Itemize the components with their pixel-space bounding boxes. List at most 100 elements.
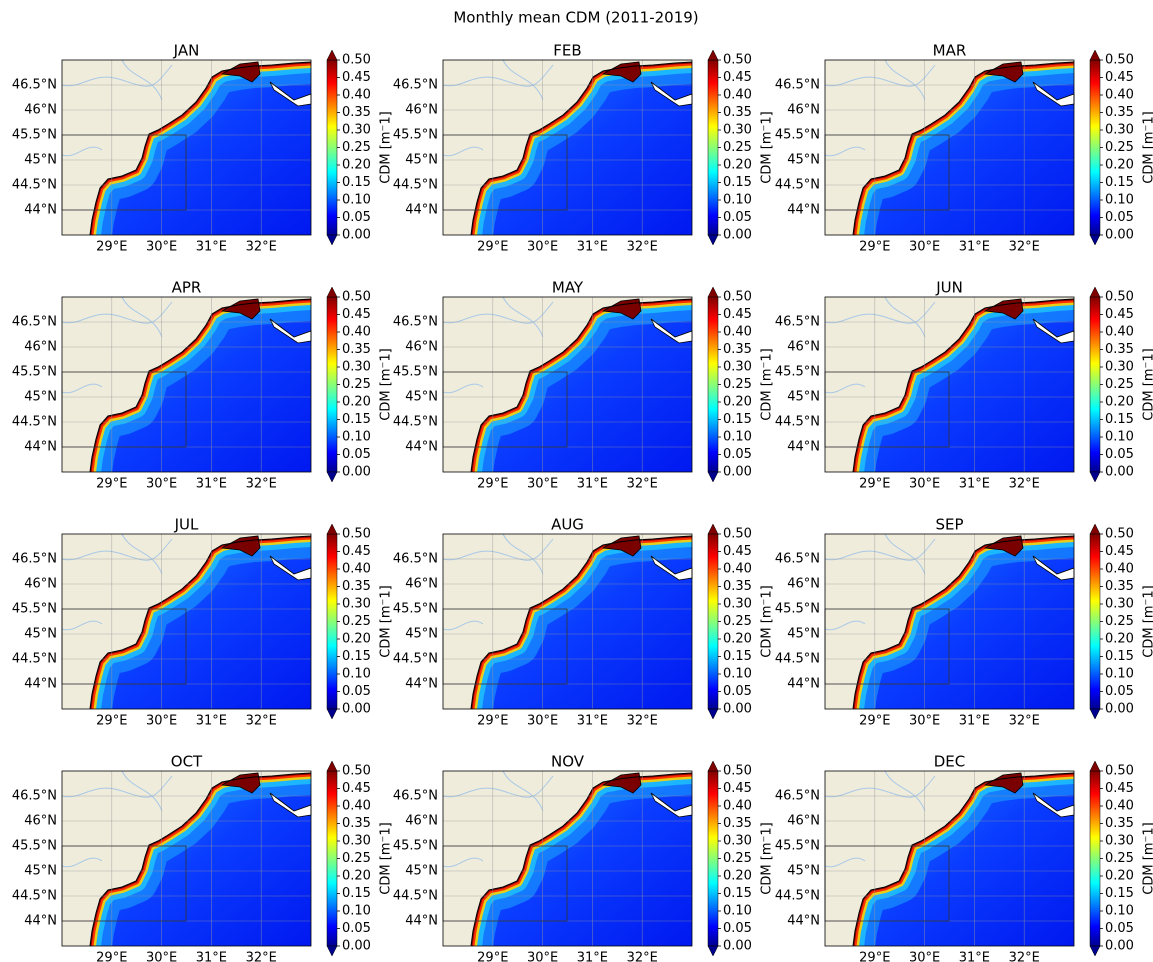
colorbar bbox=[707, 770, 719, 947]
y-tick-label: 44°N bbox=[24, 203, 57, 218]
y-tick-label: 45°N bbox=[405, 627, 438, 642]
map-frame bbox=[824, 533, 1075, 710]
x-tick-label: 32°E bbox=[1009, 951, 1040, 962]
y-tick-label: 45°N bbox=[24, 627, 57, 642]
colorbar-tick-label: 0.10 bbox=[342, 667, 371, 682]
colorbar-tick-label: 0.05 bbox=[723, 684, 752, 699]
estuary bbox=[220, 298, 261, 320]
colorbar-tick-label: 0.40 bbox=[1105, 799, 1134, 814]
colorbar-label: CDM [m⁻1] bbox=[760, 822, 775, 894]
colorbar-extend-min bbox=[1089, 234, 1101, 246]
coastline bbox=[470, 298, 693, 473]
river bbox=[61, 770, 173, 868]
x-tick-label: 30°E bbox=[527, 951, 558, 962]
x-tick-label: 32°E bbox=[246, 714, 277, 729]
colorbar-label: CDM [m⁻1] bbox=[760, 348, 775, 420]
estuary bbox=[601, 61, 642, 83]
sea bbox=[90, 773, 311, 946]
y-tick-label: 44.5°N bbox=[393, 415, 438, 430]
colorbar-tick-label: 0.50 bbox=[1105, 53, 1134, 68]
colorbar-tick-label: 0.45 bbox=[723, 544, 752, 559]
colorbar-label: CDM [m⁻1] bbox=[1142, 111, 1153, 183]
colorbar-tick-label: 0.10 bbox=[723, 667, 752, 682]
colorbar-extend-max bbox=[326, 760, 338, 772]
colorbar-tick-label: 0.15 bbox=[342, 175, 371, 190]
y-tick-label: 45°N bbox=[787, 627, 820, 642]
colorbar-extend-max bbox=[1089, 760, 1101, 772]
colorbar-extend-max bbox=[1089, 286, 1101, 298]
y-tick-label: 44.5°N bbox=[393, 889, 438, 904]
y-tick-label: 46.5°N bbox=[775, 552, 820, 567]
colorbar-tick-label: 0.30 bbox=[1105, 834, 1134, 849]
colorbar-extend-max bbox=[707, 286, 719, 298]
colorbar-tick-label: 0.25 bbox=[342, 377, 371, 392]
colorbar-extend-max bbox=[1089, 523, 1101, 535]
colorbar-tick-label: 0.10 bbox=[1105, 904, 1134, 919]
colorbar-tick-label: 0.50 bbox=[342, 53, 371, 68]
y-tick-label: 44°N bbox=[24, 914, 57, 929]
colorbar-tick-label: 0.10 bbox=[342, 904, 371, 919]
river bbox=[442, 770, 554, 868]
colorbar-tick-label: 0.40 bbox=[1105, 562, 1134, 577]
colorbar-tick-label: 0.50 bbox=[342, 290, 371, 305]
colorbar-tick-label: 0.05 bbox=[723, 210, 752, 225]
x-tick-label: 30°E bbox=[146, 951, 177, 962]
y-tick-label: 44.5°N bbox=[775, 889, 820, 904]
y-tick-label: 45°N bbox=[405, 153, 438, 168]
colorbar-tick-label: 0.50 bbox=[342, 764, 371, 779]
map-panel: 29°E 30°E 31°E 32°E 44°N 44.5°N 45°N 45.5°N 46°N… bbox=[393, 279, 775, 492]
colorbar-tick-label: 0.15 bbox=[723, 175, 752, 190]
y-tick-label: 46.5°N bbox=[393, 78, 438, 93]
y-tick-label: 45.5°N bbox=[775, 602, 820, 617]
y-tick-label: 44.5°N bbox=[775, 415, 820, 430]
map-frame bbox=[824, 770, 1075, 947]
colorbar-tick-label: 0.35 bbox=[1105, 342, 1134, 357]
colorbar bbox=[707, 59, 719, 236]
y-tick-label: 46.5°N bbox=[775, 789, 820, 804]
colorbar-tick-label: 0.15 bbox=[1105, 649, 1134, 664]
colorbar-tick-label: 0.20 bbox=[342, 158, 371, 173]
colorbar-tick-label: 0.35 bbox=[342, 579, 371, 594]
coastline bbox=[852, 298, 1075, 473]
y-tick-label: 44.5°N bbox=[12, 415, 57, 430]
x-tick-label: 29°E bbox=[96, 951, 127, 962]
map-panel: 29°E 30°E 31°E 32°E 44°N 44.5°N 45°N 45.5°N 46°N… bbox=[393, 753, 775, 962]
colorbar-tick-label: 0.25 bbox=[1105, 140, 1134, 155]
coastline bbox=[470, 535, 693, 710]
map-panel: 29°E 30°E 31°E 32°E 44°N 44.5°N 45°N 45.5°N 46°N… bbox=[775, 753, 1153, 962]
colorbar-tick-label: 0.20 bbox=[342, 869, 371, 884]
colorbar-tick-label: 0.25 bbox=[723, 140, 752, 155]
colorbar-tick-label: 0.30 bbox=[723, 597, 752, 612]
colorbar bbox=[326, 59, 338, 236]
colorbar-tick-label: 0.30 bbox=[342, 360, 371, 375]
map-frame bbox=[61, 59, 312, 236]
sea bbox=[90, 536, 311, 709]
panel-title: JUN bbox=[935, 279, 963, 297]
colorbar-tick-label: 0.35 bbox=[723, 342, 752, 357]
x-tick-label: 31°E bbox=[196, 714, 227, 729]
colorbar-label: CDM [m⁻1] bbox=[379, 822, 394, 894]
colorbar-tick-label: 0.00 bbox=[723, 228, 752, 243]
colorbar-tick-label: 0.05 bbox=[1105, 921, 1134, 936]
map-panel: 29°E 30°E 31°E 32°E 44°N 44.5°N 45°N 45.5°N 46°N… bbox=[775, 42, 1153, 255]
river bbox=[824, 296, 936, 394]
x-tick-label: 32°E bbox=[627, 714, 658, 729]
x-tick-label: 30°E bbox=[909, 714, 940, 729]
y-tick-label: 44°N bbox=[787, 914, 820, 929]
colorbar-label: CDM [m⁻1] bbox=[379, 111, 394, 183]
panel-title: AUG bbox=[551, 516, 584, 534]
x-tick-label: 32°E bbox=[246, 240, 277, 255]
sea bbox=[471, 536, 692, 709]
y-tick-label: 44°N bbox=[787, 440, 820, 455]
colorbar-tick-label: 0.15 bbox=[723, 649, 752, 664]
x-tick-label: 32°E bbox=[1009, 477, 1040, 492]
colorbar-tick-label: 0.20 bbox=[342, 632, 371, 647]
x-tick-label: 31°E bbox=[196, 951, 227, 962]
colorbar-tick-label: 0.20 bbox=[1105, 395, 1134, 410]
y-tick-label: 45°N bbox=[787, 864, 820, 879]
colorbar-tick-label: 0.45 bbox=[1105, 307, 1134, 322]
x-tick-label: 29°E bbox=[477, 240, 508, 255]
x-tick-label: 29°E bbox=[859, 714, 890, 729]
colorbar-tick-label: 0.20 bbox=[723, 158, 752, 173]
y-tick-label: 45.5°N bbox=[12, 128, 57, 143]
